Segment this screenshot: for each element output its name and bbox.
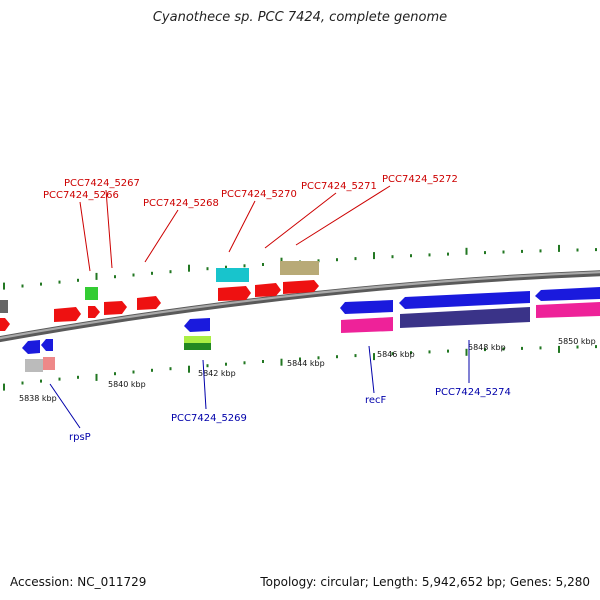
gene-label-PCC7424_5267[interactable]: PCC7424_5267 [64, 178, 140, 189]
gene-arrow[interactable] [340, 302, 345, 314]
reverse-strand-genes [22, 302, 600, 372]
gene-arrow[interactable] [405, 291, 530, 309]
gene-label-PCC7424_5271[interactable]: PCC7424_5271 [301, 181, 377, 192]
scale-label-5838: 5838 kbp [19, 394, 57, 403]
genome-summary-text: Topology: circular; Length: 5,942,652 bp… [260, 575, 590, 589]
gene-arrow[interactable] [536, 302, 600, 318]
gene-label-rpsP[interactable]: rpsP [69, 432, 91, 443]
forward-strand-genes [0, 261, 600, 331]
gene-arrow[interactable] [541, 287, 600, 301]
gene-arrow[interactable] [535, 290, 541, 301]
gene-arrow[interactable] [255, 283, 281, 297]
gene-label-PCC7424_5270[interactable]: PCC7424_5270 [221, 189, 297, 200]
accession-text: Accession: NC_011729 [10, 575, 147, 589]
gene-arrow[interactable] [137, 296, 161, 310]
gene-arrow[interactable] [22, 340, 40, 354]
scale-label-5844: 5844 kbp [287, 359, 325, 368]
gene-box[interactable] [43, 357, 55, 370]
gene-label-PCC7424_5266[interactable]: PCC7424_5266 [43, 190, 119, 201]
scale-label-5850: 5850 kbp [558, 337, 596, 346]
gene-box[interactable] [0, 300, 8, 313]
scale-label-5840: 5840 kbp [108, 380, 146, 389]
gene-arrow[interactable] [184, 318, 210, 332]
gene-box[interactable] [216, 268, 249, 282]
inner-tick-row [3, 345, 597, 391]
gene-box[interactable] [184, 336, 211, 343]
gene-box[interactable] [184, 343, 211, 350]
scale-label-5842: 5842 kbp [198, 369, 236, 378]
gene-arrow[interactable] [399, 297, 405, 309]
gene-label-PCC7424_5268[interactable]: PCC7424_5268 [143, 198, 219, 209]
gene-box[interactable] [280, 261, 319, 275]
gene-arrow[interactable] [54, 307, 81, 322]
scale-label-5846: 5846 kbp [377, 350, 415, 359]
gene-arrow[interactable] [88, 306, 100, 318]
outer-tick-row [3, 244, 597, 290]
gene-arrow[interactable] [104, 301, 127, 315]
gene-label-PCC7424_5272[interactable]: PCC7424_5272 [382, 174, 458, 185]
page-title: Cyanothece sp. PCC 7424, complete genome [152, 10, 448, 25]
scale-label-5848: 5848 kbp [468, 343, 506, 352]
gene-labels-bottom: rpsP PCC7424_5269 recF PCC7424_5274 [69, 387, 511, 443]
label-leader-lines [49, 185, 470, 429]
gene-arrow[interactable] [0, 318, 10, 331]
gene-label-PCC7424_5269[interactable]: PCC7424_5269 [171, 413, 247, 424]
gene-box[interactable] [85, 287, 98, 300]
gene-arrow[interactable] [218, 286, 251, 301]
gene-arrow[interactable] [283, 280, 319, 294]
gene-arrow[interactable] [41, 339, 53, 351]
gene-arrow[interactable] [400, 307, 530, 328]
scale-labels: 5838 kbp 5840 kbp 5842 kbp 5844 kbp 5846… [19, 337, 596, 403]
gene-label-recF[interactable]: recF [365, 395, 387, 406]
gene-box[interactable] [25, 359, 43, 372]
gene-arrow[interactable] [341, 317, 393, 333]
gene-arrow[interactable] [345, 300, 393, 314]
gene-label-PCC7424_5274[interactable]: PCC7424_5274 [435, 387, 511, 398]
gene-labels-top: PCC7424_5267 PCC7424_5266 PCC7424_5268 P… [43, 174, 458, 209]
